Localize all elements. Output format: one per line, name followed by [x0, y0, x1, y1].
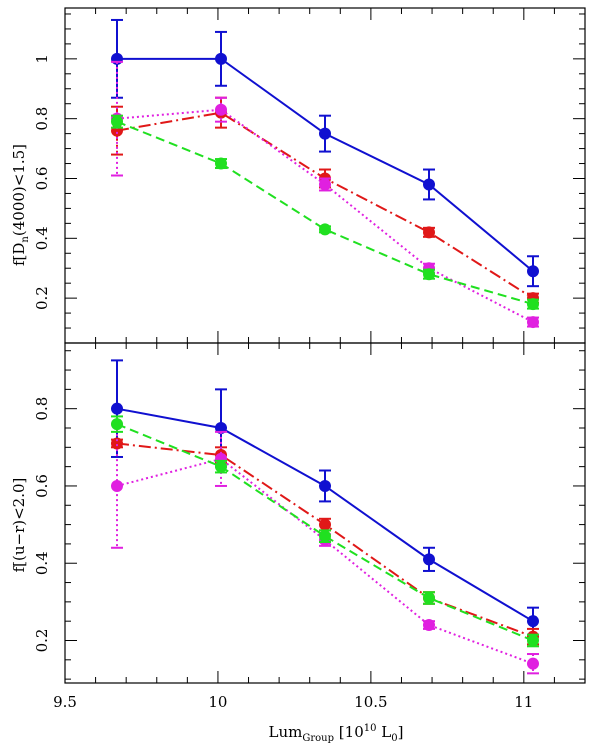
data-point: [319, 178, 331, 191]
y-tick-label: 1: [33, 54, 51, 64]
x-axis-label: LumGroup [1010 L0]: [269, 723, 404, 744]
data-point: [527, 615, 539, 628]
data-point: [527, 265, 539, 278]
data-point: [319, 479, 331, 492]
top-y-axis-label: f[Dn(4000)<1.5]: [10, 144, 31, 266]
data-point: [527, 657, 539, 670]
data-point: [111, 437, 123, 450]
data-point: [111, 418, 123, 431]
x-tick-label: 9.5: [53, 693, 77, 711]
bottom-y-axis-label: f[(u−r)<2.0]: [10, 478, 28, 573]
data-point: [527, 316, 539, 329]
data-point: [215, 157, 227, 170]
y-tick-label: 0.4: [33, 226, 51, 250]
series-line: [116, 407, 534, 623]
data-point: [319, 127, 331, 140]
data-point: [319, 223, 331, 236]
series-solid: [111, 18, 539, 288]
y-tick-label: 0.4: [33, 551, 51, 575]
y-tick-label: 0.8: [33, 397, 51, 421]
series-dashed: [111, 114, 539, 311]
data-point: [111, 402, 123, 415]
series-line: [116, 423, 534, 642]
data-point: [319, 518, 331, 531]
x-tick-label: 10.5: [354, 693, 387, 711]
series-dashed: [111, 415, 539, 648]
data-point: [423, 619, 435, 632]
series-line: [116, 120, 534, 306]
series-line: [116, 457, 534, 665]
data-point: [423, 226, 435, 239]
data-point: [215, 52, 227, 65]
data-point: [111, 479, 123, 492]
data-point: [527, 634, 539, 647]
series-solid: [111, 359, 539, 636]
data-point: [423, 178, 435, 191]
data-point: [423, 592, 435, 604]
x-tick-label: 10: [208, 693, 227, 711]
top-panel: 0.2 0.4 0.6 0.8 1: [33, 7, 586, 344]
plot-frame: [64, 342, 586, 684]
bottom-panel: 0.2 0.4 0.6 0.8 9.5 10 10.5 11: [33, 342, 586, 711]
y-tick-label: 0.8: [33, 107, 51, 131]
data-point: [527, 298, 539, 311]
y-tick-label: 0.2: [33, 629, 51, 653]
data-point: [215, 460, 227, 473]
data-point: [423, 553, 435, 566]
y-tick-label: 0.6: [33, 167, 51, 191]
y-tick-label: 0.2: [33, 286, 51, 310]
data-point: [215, 103, 227, 116]
x-tick-label: 11: [514, 693, 533, 711]
series-line: [116, 108, 534, 323]
data-point: [423, 268, 435, 281]
series-line: [117, 57, 534, 272]
data-point: [111, 115, 123, 128]
y-tick-label: 0.6: [33, 474, 51, 498]
series-dotted: [111, 423, 539, 675]
data-point: [319, 530, 331, 543]
